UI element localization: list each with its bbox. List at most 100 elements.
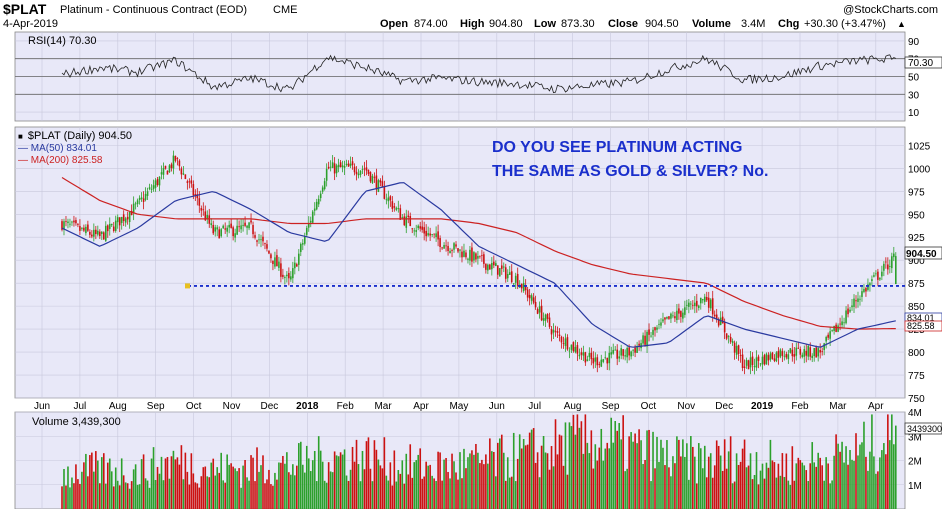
volume-bar (678, 439, 680, 509)
volume-bar (674, 463, 676, 509)
price-candle (887, 264, 889, 270)
volume-bar (391, 485, 394, 509)
price-value-tag-text: 904.50 (906, 249, 937, 260)
price-candle (701, 299, 704, 301)
price-candle (200, 208, 203, 211)
price-candle (377, 180, 380, 192)
volume-bar (114, 467, 117, 509)
volume-bar (777, 463, 780, 509)
brand: @StockCharts.com (843, 4, 938, 16)
volume-bar (558, 434, 561, 509)
price-candle (379, 180, 382, 183)
price-candle (829, 331, 831, 339)
volume-bar (240, 487, 242, 509)
volume-bar (642, 463, 644, 509)
price-candle (89, 231, 91, 235)
price-candle (662, 319, 664, 322)
volume-bar (721, 470, 724, 509)
price-candle (630, 351, 632, 357)
price-candle (413, 230, 416, 232)
volume-bar (672, 456, 674, 509)
price-candle (498, 268, 501, 277)
price-candle (865, 288, 867, 292)
volume-bar (226, 454, 228, 509)
volume-bar (809, 463, 812, 509)
volume-bar (81, 471, 83, 509)
volume-bar (514, 481, 517, 509)
volume-bar (719, 455, 722, 509)
volume-bar (813, 462, 816, 509)
volume-bar (811, 442, 814, 509)
price-candle (566, 337, 569, 350)
volume-bar (765, 462, 768, 509)
volume-bar (799, 460, 802, 509)
volume-bar (713, 465, 716, 509)
volume-bar (282, 455, 284, 509)
volume-bar (646, 430, 648, 509)
price-candle (481, 255, 483, 257)
price-candle (843, 322, 845, 324)
price-candle (214, 227, 217, 232)
volume-bar (552, 466, 555, 509)
price-candle (83, 227, 85, 231)
x-tick-label: 2018 (296, 401, 319, 412)
volume-bar (264, 483, 266, 509)
volume-bar (184, 452, 187, 509)
volume-bar (893, 444, 895, 509)
x-tick-label: Jul (528, 401, 541, 412)
price-candle (747, 360, 750, 370)
price-candle (606, 357, 609, 364)
volume-bar (361, 450, 364, 509)
price-candle (168, 165, 171, 173)
price-candle (608, 352, 611, 364)
volume-bar (148, 487, 151, 509)
volume-bar (479, 463, 481, 509)
price-tick-label: 875 (908, 279, 925, 290)
price-candle (449, 250, 451, 254)
price-candle (158, 176, 161, 186)
price-candle (546, 313, 549, 319)
volume-bar (705, 477, 708, 509)
price-candle (751, 356, 754, 365)
price-candle (403, 216, 406, 226)
price-candle (833, 325, 835, 331)
volume-bar (592, 468, 595, 509)
volume-bar (628, 436, 630, 509)
price-candle (678, 308, 680, 314)
price-candle (658, 323, 660, 325)
price-candle (660, 322, 662, 326)
volume-bar (522, 438, 525, 509)
price-candle (883, 263, 885, 271)
volume-bar (333, 451, 336, 509)
volume-bar (200, 476, 203, 509)
volume-bar (465, 468, 467, 509)
volume-bar (188, 484, 191, 509)
price-candle (475, 253, 477, 260)
volume-bar (867, 470, 869, 509)
volume-bar (739, 461, 742, 509)
rsi-tick-label: 90 (908, 37, 920, 48)
volume-bar (608, 448, 611, 509)
price-candle (329, 166, 332, 168)
volume-bar (502, 452, 505, 509)
price-candle (809, 347, 812, 357)
symbol-name: Platinum - Continuous Contract (EOD) (60, 4, 247, 16)
price-candle (226, 227, 228, 232)
volume-bar (154, 480, 157, 509)
volume-bar (582, 453, 585, 509)
x-tick-label: Sep (147, 401, 165, 412)
price-candle (93, 229, 95, 237)
price-tick-label: 800 (908, 348, 925, 359)
volume-bar (831, 480, 833, 509)
volume-bar (272, 485, 274, 509)
price-candle (787, 354, 790, 360)
price-candle (313, 208, 316, 211)
volume-bar (122, 475, 125, 509)
price-candle (497, 265, 499, 275)
volume-bar (692, 446, 694, 509)
volume-bar (198, 487, 201, 509)
price-candle (228, 224, 230, 228)
price-candle (315, 201, 318, 210)
price-candle (584, 352, 587, 363)
